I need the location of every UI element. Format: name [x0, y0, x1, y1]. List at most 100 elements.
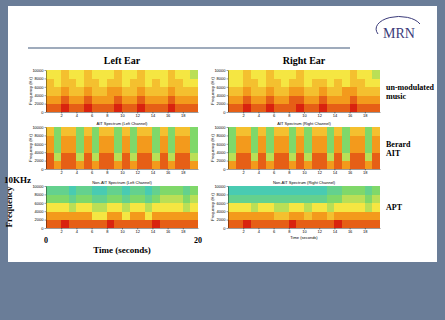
cell: [258, 144, 266, 153]
spectrogram: 020004000600080001000024681012141618AIT …: [210, 121, 381, 175]
cell: [92, 135, 100, 144]
tick-label: 18: [181, 170, 186, 175]
cell: [319, 186, 327, 195]
cell: [334, 203, 342, 212]
tick-label: 2: [243, 170, 246, 175]
tick: 2000: [217, 158, 228, 163]
tick-label: 14: [333, 229, 338, 234]
cell: [168, 78, 176, 87]
cell: [289, 220, 297, 228]
cell: [107, 220, 115, 228]
tick-mark: [45, 104, 47, 105]
chart-title: AIT Spectrum (Right Channel): [277, 121, 331, 126]
tick-label: 14: [151, 113, 156, 118]
tick-label: 0: [223, 226, 226, 231]
tick-label: 4: [76, 229, 79, 234]
cell: [296, 211, 304, 220]
cell: [190, 70, 198, 79]
cell: [84, 104, 92, 112]
cell: [319, 104, 327, 112]
cell: [281, 144, 289, 153]
chart-title: Non-AIT Spectrum (Right Channel): [273, 180, 336, 185]
cell: [130, 87, 138, 96]
cell: [84, 70, 92, 79]
cell: [61, 152, 69, 161]
cell: [84, 95, 92, 104]
cell: [92, 95, 100, 104]
cell: [92, 104, 100, 112]
cell: [258, 211, 266, 220]
cell: [107, 194, 115, 203]
cell: [54, 144, 62, 153]
tick-label: 0: [223, 167, 226, 172]
cell: [350, 78, 358, 87]
x-axis-title: Time (seconds): [290, 235, 318, 240]
cell: [243, 194, 251, 203]
tick-label: 6000: [35, 201, 45, 206]
cell: [365, 78, 373, 87]
cell: [251, 186, 259, 195]
tick-mark: [227, 144, 229, 145]
cell: [357, 194, 365, 203]
cell: [357, 161, 365, 169]
cell: [160, 135, 168, 144]
cell: [183, 78, 191, 87]
cell: [137, 78, 145, 87]
cell: [145, 144, 153, 153]
tick: 6: [91, 228, 94, 234]
cell: [289, 186, 297, 195]
tick-label: 8: [288, 170, 291, 175]
cell: [228, 104, 236, 112]
cell: [54, 78, 62, 87]
tick: 18: [363, 228, 368, 234]
cells: [228, 186, 380, 228]
tick: 10000: [214, 125, 228, 130]
tick: 6000: [35, 142, 46, 147]
cell: [236, 203, 244, 212]
cell: [76, 87, 84, 96]
cells: [46, 186, 198, 228]
cell: [99, 78, 107, 87]
cell: [190, 78, 198, 87]
frequency-max-label: 10KHz: [4, 175, 31, 185]
tick: 6000: [217, 85, 228, 90]
cell: [357, 104, 365, 112]
tick-label: 2000: [217, 158, 227, 163]
tick-label: 6000: [35, 142, 45, 147]
cell: [183, 135, 191, 144]
cell: [92, 127, 100, 136]
cell: [175, 152, 183, 161]
cell: [69, 104, 77, 112]
cell: [183, 194, 191, 203]
yticks-axis: 0200040006000800010000: [32, 125, 46, 172]
tick: 2000: [35, 101, 46, 106]
cell: [84, 152, 92, 161]
cell: [327, 186, 335, 195]
cell: [107, 186, 115, 195]
cell: [160, 127, 168, 136]
cell: [304, 87, 312, 96]
cell: [175, 186, 183, 195]
cell: [274, 152, 282, 161]
cell: [312, 186, 320, 195]
cell: [69, 87, 77, 96]
cell: [342, 87, 350, 96]
tick-label: 10000: [214, 184, 226, 189]
cell: [266, 104, 274, 112]
cell: [69, 135, 77, 144]
cell: [99, 152, 107, 161]
cell: [266, 70, 274, 79]
cell: [92, 87, 100, 96]
cell: [372, 211, 380, 220]
cell: [145, 220, 153, 228]
tick: 8000: [35, 76, 46, 81]
cell: [365, 135, 373, 144]
tick: 12: [317, 112, 322, 118]
cell: [274, 135, 282, 144]
cell: [334, 104, 342, 112]
cell: [266, 95, 274, 104]
tick-mark: [227, 78, 229, 79]
cell: [130, 152, 138, 161]
cell: [61, 220, 69, 228]
cell: [160, 104, 168, 112]
